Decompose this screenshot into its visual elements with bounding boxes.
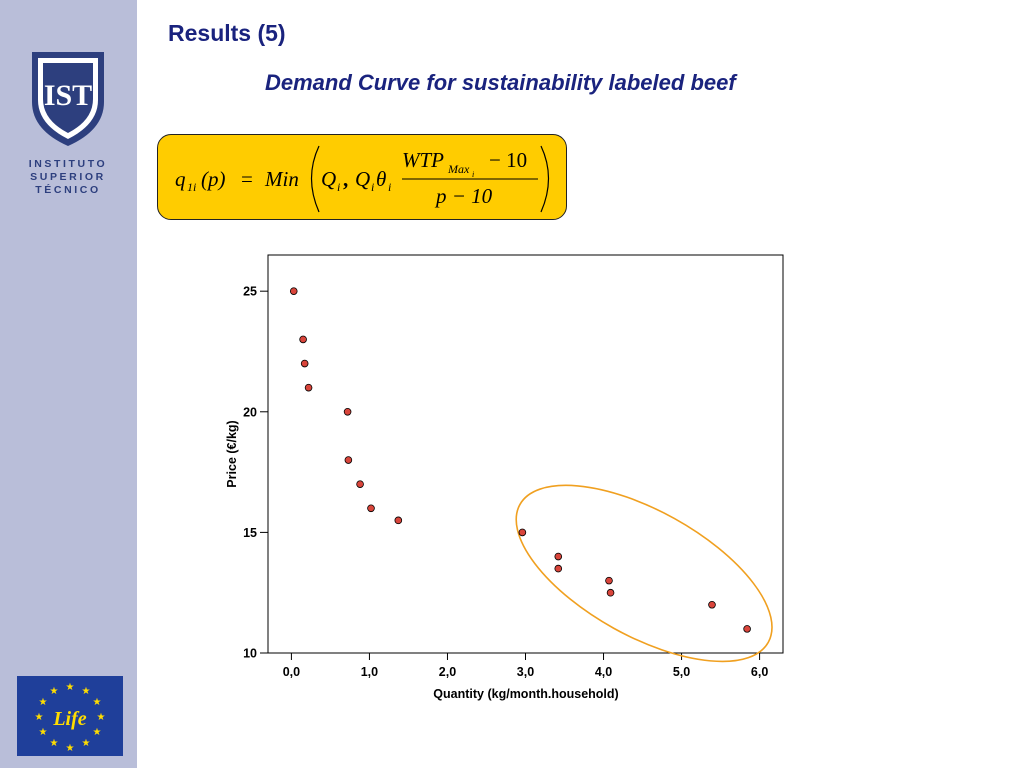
formula-q: q (175, 167, 186, 191)
data-point (299, 335, 307, 344)
x-tick-label: 1,0 (361, 665, 378, 679)
formula-q-sub: 1i (187, 180, 196, 194)
formula-theta-sub: i (388, 180, 391, 194)
formula-theta: θ (376, 167, 386, 191)
svg-text:★: ★ (66, 682, 75, 693)
data-point (367, 504, 375, 513)
svg-text:★: ★ (82, 738, 91, 749)
slide-subtitle: Demand Curve for sustainability labeled … (265, 70, 736, 95)
slide-title: Results (5) (168, 20, 286, 46)
sidebar: IST INSTITUTO SUPERIOR TÉCNICO ★ ★ ★ ★ ★… (0, 0, 137, 768)
data-point (300, 359, 309, 368)
formula-min: Min (264, 167, 299, 191)
x-tick-label: 5,0 (673, 665, 690, 679)
formula-arg: (p) (201, 167, 226, 191)
x-axis-label: Quantity (kg/month.household) (433, 687, 618, 701)
eu-life-logo-icon: ★ ★ ★ ★ ★ ★ ★ ★ ★ ★ ★ ★ Life (17, 676, 123, 756)
x-tick-label: 0,0 (283, 665, 300, 679)
formula-box: q 1i (p) = Min Q i , Q i θ i WTP Max i −… (157, 134, 567, 220)
x-tick-label: 6,0 (751, 665, 768, 679)
formula-comma: , (343, 167, 348, 191)
y-tick-label: 25 (243, 285, 257, 299)
data-point (554, 564, 563, 573)
formula-Q2: Q (355, 167, 370, 191)
formula-wtp-sub-i: i (472, 170, 474, 179)
data-point (708, 600, 716, 609)
formula: q 1i (p) = Min Q i , Q i θ i WTP Max i −… (175, 145, 550, 213)
highlight-ellipse (515, 484, 773, 663)
ist-line-2: SUPERIOR (30, 171, 106, 183)
scatter-chart: 10 15 20 25 0,0 1,0 2,0 3,0 4,0 5,0 6,0 Price (€/… (225, 254, 784, 701)
formula-Q2-sub: i (371, 180, 374, 194)
y-axis-label: Price (€/kg) (225, 420, 239, 487)
plot-frame (267, 254, 784, 654)
svg-text:★: ★ (39, 697, 48, 708)
data-point (394, 516, 403, 525)
y-tick-label: 20 (243, 405, 257, 419)
y-tick-label: 15 (243, 526, 257, 540)
svg-text:★: ★ (93, 727, 102, 738)
formula-Q1-sub: i (337, 180, 340, 194)
formula-wtp: WTP (402, 148, 444, 172)
x-tick-label: 4,0 (595, 665, 612, 679)
formula-Q1: Q (321, 167, 336, 191)
data-point (743, 625, 751, 633)
x-tick-label: 2,0 (439, 665, 456, 679)
svg-text:★: ★ (93, 697, 102, 708)
ist-monogram: IST (44, 79, 92, 112)
data-point (344, 456, 353, 464)
formula-den: p − 10 (434, 184, 493, 208)
x-tick-label: 3,0 (517, 665, 534, 679)
svg-text:★: ★ (82, 686, 91, 697)
data-point (554, 552, 563, 561)
formula-eq: = (241, 167, 253, 191)
data-point (304, 383, 313, 392)
data-point (343, 407, 352, 416)
svg-text:★: ★ (66, 743, 75, 754)
svg-text:★: ★ (39, 727, 48, 738)
ist-logo: IST INSTITUTO SUPERIOR TÉCNICO (22, 50, 114, 197)
ist-line-1: INSTITUTO (28, 158, 108, 170)
data-point (289, 287, 298, 295)
svg-text:★: ★ (97, 712, 106, 723)
svg-text:★: ★ (50, 738, 59, 749)
ist-line-3: TÉCNICO (35, 184, 101, 196)
data-point (605, 576, 613, 585)
svg-text:★: ★ (35, 712, 44, 723)
y-tick-label: 10 (243, 647, 257, 661)
data-point (518, 528, 527, 537)
data-point (356, 480, 364, 488)
eu-life-text: Life (52, 708, 86, 730)
svg-text:★: ★ (50, 686, 59, 697)
ist-shield-icon: IST (32, 52, 104, 146)
data-point (606, 588, 615, 597)
formula-wtp-sub: Max (447, 162, 470, 176)
formula-num-minus: − 10 (489, 148, 527, 172)
